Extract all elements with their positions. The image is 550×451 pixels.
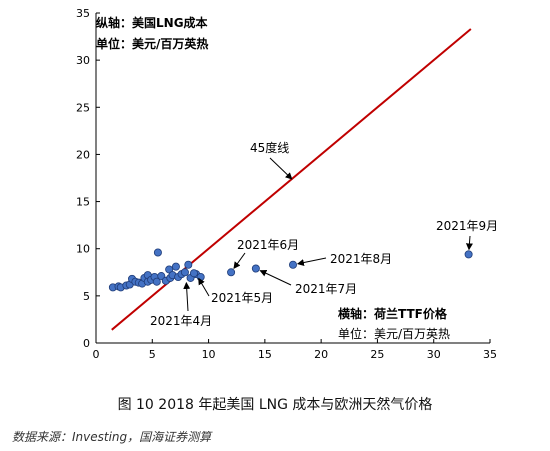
y-tick-label: 15 <box>76 196 90 209</box>
x-tick-label: 5 <box>149 348 156 361</box>
x-tick-label: 35 <box>483 348 497 361</box>
annotation-arrow <box>259 270 292 286</box>
annotation-arrow <box>233 252 246 270</box>
annotations: 2021年4月 2021年5月 2021年6月 2021年7月 2021年8月 2021年… <box>150 219 498 328</box>
x-tick-label: 30 <box>427 348 441 361</box>
annotation-arrow <box>465 235 473 251</box>
data-point <box>288 260 297 269</box>
y-tick-label: 35 <box>76 7 90 20</box>
axes <box>95 12 491 344</box>
data-point <box>227 268 236 277</box>
x-tick-label: 15 <box>258 348 272 361</box>
x-tick-label: 0 <box>93 348 100 361</box>
y-tick-label: 0 <box>83 337 90 350</box>
data-point <box>189 269 198 278</box>
annotation-arrow <box>198 277 210 297</box>
data-point <box>196 272 205 281</box>
x-tick-label: 20 <box>314 348 328 361</box>
data-point <box>180 268 189 277</box>
data-point <box>251 264 260 273</box>
tick-labels: 0 5 10 15 20 25 30 35 0 5 10 15 20 25 30 35 <box>76 7 497 361</box>
y-tick-label: 30 <box>76 54 90 67</box>
y-tick-label: 5 <box>83 290 90 303</box>
data-point <box>464 250 473 259</box>
x-tick-label: 25 <box>370 348 384 361</box>
x-axis-note-line2: 单位：美元/百万英热 <box>338 326 450 341</box>
data-point <box>152 277 161 286</box>
data-point <box>171 262 180 271</box>
data-source: 数据来源：Investing，国海证券测算 <box>12 430 212 444</box>
data-point <box>184 260 193 269</box>
x-axis-note-line1: 横轴：荷兰TTF价格 <box>338 306 448 321</box>
y-tick-label: 20 <box>76 148 90 161</box>
annotation-label: 2021年5月 <box>211 291 273 305</box>
x-tick-label: 10 <box>202 348 216 361</box>
annotation-label: 2021年9月 <box>436 219 498 233</box>
line-label-arrow <box>269 157 293 180</box>
data-points <box>108 248 473 292</box>
reference-line-label: 45度线 <box>250 140 289 155</box>
annotation-label: 2021年6月 <box>237 238 299 252</box>
annotation-arrow <box>183 281 191 312</box>
y-axis-note-line2: 单位：美元/百万英热 <box>96 36 208 51</box>
annotation-label: 2021年4月 <box>150 314 212 328</box>
annotation-label: 2021年8月 <box>330 252 392 266</box>
annotation-label: 2021年7月 <box>295 282 357 296</box>
figure-caption: 图 10 2018 年起美国 LNG 成本与欧洲天然气价格 <box>117 397 433 413</box>
y-tick-label: 10 <box>76 243 90 256</box>
data-point <box>153 248 162 257</box>
y-tick-label: 25 <box>76 101 90 114</box>
y-axis-note-line1: 纵轴：美国LNG成本 <box>96 15 208 30</box>
annotation-arrow <box>296 257 327 266</box>
